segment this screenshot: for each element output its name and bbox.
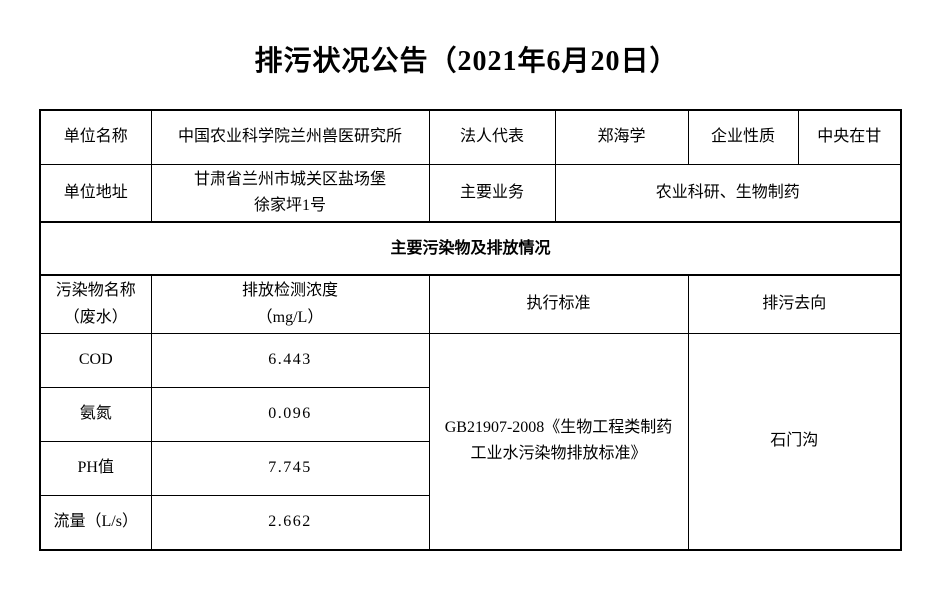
page-title: 排污状况公告（2021年6月20日）: [254, 46, 679, 77]
col-header-standard: 执行标准: [428, 274, 689, 335]
pollutant-name: 氨氮: [39, 387, 152, 443]
company-name-row: 单位名称 中国农业科学院兰州兽医研究所 法人代表 郑海学 企业性质 中央在甘: [39, 109, 902, 165]
main-business-value: 农业科研、生物制药: [554, 163, 902, 223]
pollutant-row-nh3n: 氨氮 0.096: [39, 387, 901, 443]
unit-name-label: 单位名称: [39, 109, 152, 165]
col-header-pollutant-name: 污染物名称 （废水）: [39, 274, 152, 335]
enterprise-nature-value: 中央在甘: [797, 109, 902, 165]
destination-value: 石门沟: [687, 333, 902, 551]
pollutant-row-cod: COD 6.443 GB21907-2008《生物工程类制药 工业水污染物排放标…: [39, 333, 902, 551]
pollutant-name: PH值: [39, 441, 152, 497]
col-header-concentration: 排放检测浓度 （mg/L）: [150, 274, 430, 335]
pollutant-value: 0.096: [150, 387, 430, 443]
pollutant-row-ph: PH值 7.745: [39, 441, 901, 497]
legal-rep-value: 郑海学: [554, 109, 689, 165]
standard-value: GB21907-2008《生物工程类制药 工业水污染物排放标准》: [428, 333, 689, 551]
pollutant-value: 2.662: [150, 495, 430, 551]
announcement-table: 单位名称 中国农业科学院兰州兽医研究所 法人代表 郑海学 企业性质 中央在甘 单…: [39, 109, 902, 551]
pollutant-name: COD: [39, 333, 152, 389]
unit-name-value: 中国农业科学院兰州兽医研究所: [150, 109, 430, 165]
company-address-row: 单位地址 甘肃省兰州市城关区盐场堡 徐家坪1号 主要业务 农业科研、生物制药: [39, 163, 902, 223]
legal-rep-label: 法人代表: [428, 109, 556, 165]
enterprise-nature-label: 企业性质: [687, 109, 799, 165]
section-header: 主要污染物及排放情况: [39, 221, 902, 277]
pollutant-value: 6.443: [150, 333, 430, 389]
col-header-destination: 排污去向: [687, 274, 902, 335]
section-header-row: 主要污染物及排放情况: [39, 221, 902, 277]
pollutant-value: 7.745: [150, 441, 430, 497]
unit-address-label: 单位地址: [39, 163, 152, 223]
unit-address-value: 甘肃省兰州市城关区盐场堡 徐家坪1号: [150, 163, 430, 223]
pollutant-header-row: 污染物名称 （废水） 排放检测浓度 （mg/L） 执行标准 排污去向: [39, 274, 902, 335]
main-business-label: 主要业务: [428, 163, 556, 223]
pollutant-name: 流量（L/s）: [39, 495, 152, 551]
pollutant-row-flow: 流量（L/s） 2.662: [39, 495, 901, 551]
